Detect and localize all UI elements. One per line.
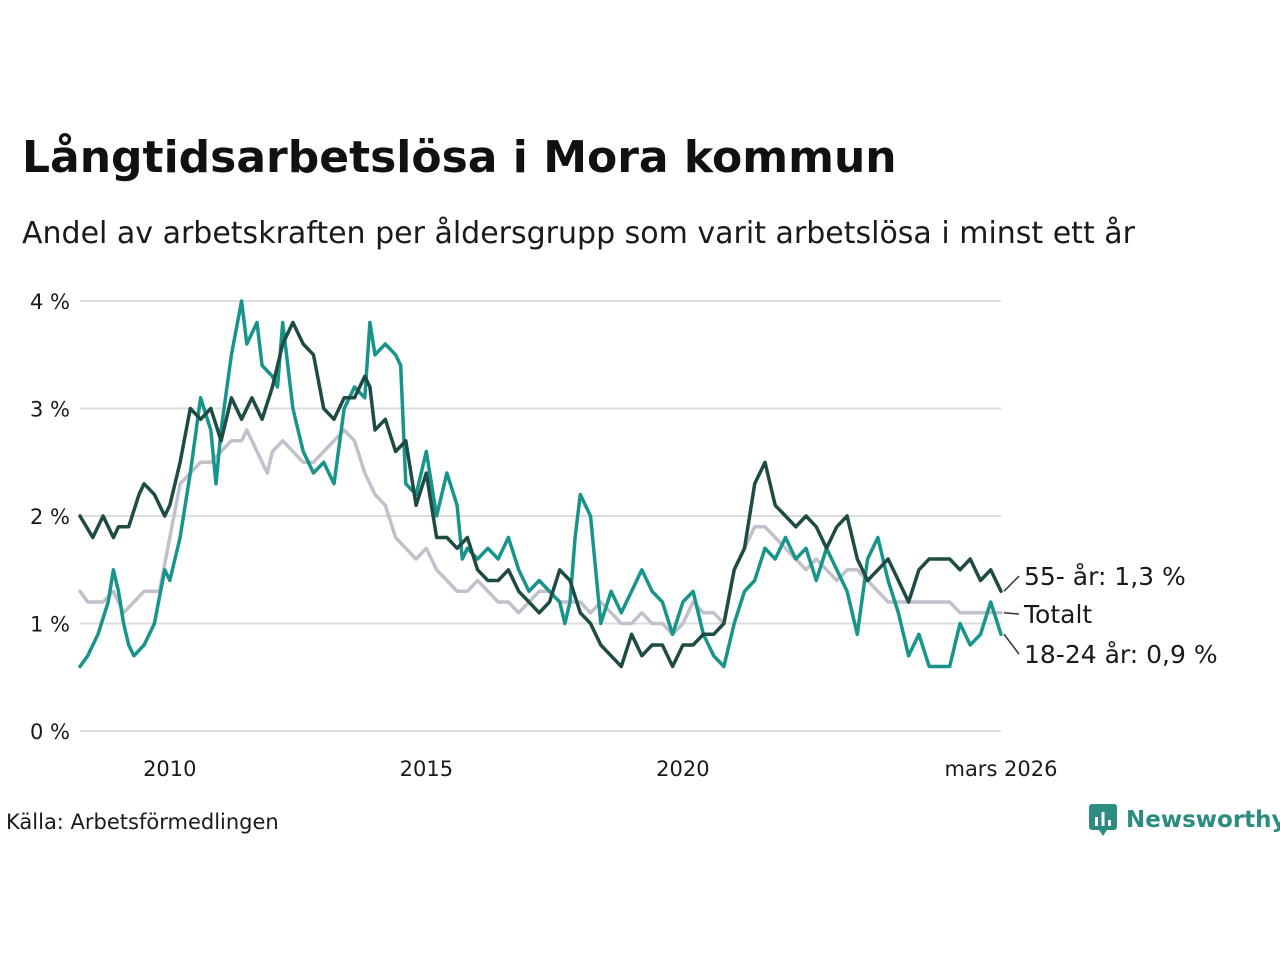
y-tick-label-4: 4 % — [30, 290, 70, 314]
series-line-total — [78, 428, 1003, 637]
x-tick-label-3: mars 2026 — [944, 757, 1057, 781]
source-note: Källa: Arbetsförmedlingen — [6, 810, 279, 834]
brand-logo: Newsworthy — [1088, 803, 1280, 837]
leader-line-s55 — [1003, 575, 1020, 592]
leader-line-s1824 — [1003, 633, 1020, 655]
leader-line-total — [1003, 612, 1020, 615]
chart-title: Långtidsarbetslösa i Mora kommun — [22, 132, 897, 183]
series-end-labels: Totalt 18-24 år: 0,9 % 55- år: 1,3 % — [1003, 562, 1218, 669]
x-axis: 2010 2015 2020 mars 2026 — [143, 757, 1057, 781]
series-line-s55 — [78, 320, 1003, 669]
end-label-s1824: 18-24 år: 0,9 % — [1024, 640, 1218, 669]
line-chart: 0 % 1 % 2 % 3 % 4 % 2010 2015 2020 mars 2026 To… — [30, 290, 1218, 781]
x-tick-label-1: 2015 — [400, 757, 453, 781]
y-tick-label-3: 3 % — [30, 398, 70, 422]
y-tick-label-1: 1 % — [30, 613, 70, 637]
series-lines — [78, 299, 1003, 669]
y-tick-label-0: 0 % — [30, 720, 70, 744]
end-label-s55: 55- år: 1,3 % — [1024, 562, 1186, 591]
x-tick-label-0: 2010 — [143, 757, 196, 781]
chart-subtitle: Andel av arbetskraften per åldersgrupp s… — [22, 216, 1135, 251]
brand-name: Newsworthy — [1126, 807, 1280, 833]
y-tick-label-2: 2 % — [30, 505, 70, 529]
x-tick-label-2: 2020 — [656, 757, 709, 781]
end-label-total: Totalt — [1023, 600, 1092, 629]
y-axis: 0 % 1 % 2 % 3 % 4 % — [30, 290, 70, 744]
grid-lines — [80, 300, 1001, 732]
newsworthy-icon — [1089, 804, 1117, 836]
